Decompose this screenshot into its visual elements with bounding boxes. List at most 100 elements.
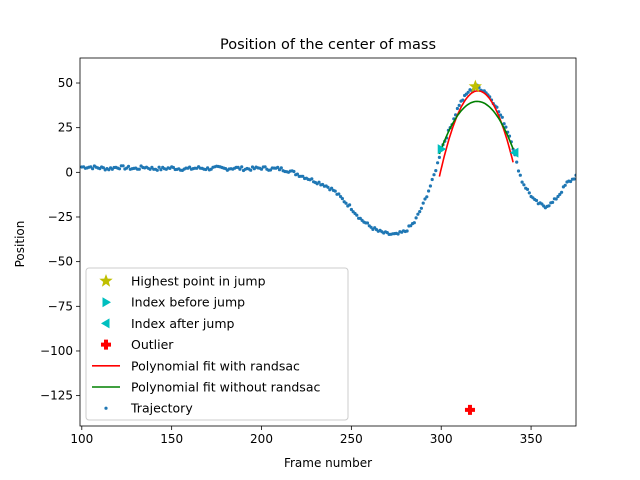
trajectory-point [365,221,370,225]
trajectory-point [344,201,348,205]
trajectory-point [340,197,344,201]
trajectory-point [263,165,267,169]
legend-marker-dot [104,406,108,410]
legend-marker-triangle-right [102,297,111,308]
trajectory-point [525,187,530,191]
trajectory-point [504,125,508,129]
trajectory-point [558,192,562,196]
trajectory-point [437,155,441,159]
trajectory-point [430,177,434,182]
trajectory-point [396,232,400,236]
trajectory-point [259,167,264,171]
trajectory-point [457,103,461,107]
trajectory-point [423,197,427,201]
trajectory-point [455,106,459,111]
y-tick-label: −100 [40,344,73,358]
trajectory-point [419,206,423,210]
trajectory-point [572,177,576,181]
trajectory-point [466,90,470,94]
legend-label: Index before jump [131,295,245,310]
y-tick-label: −125 [40,389,73,403]
legend-marker-triangle-left [101,318,110,329]
trajectory-point [428,184,432,188]
trajectory-point [498,113,503,117]
y-tick-label: 0 [65,165,73,179]
legend-label: Trajectory [130,401,193,416]
trajectory-point [547,204,551,208]
trajectory-point [563,183,567,187]
trajectory-point [276,165,280,169]
trajectory-point [500,115,504,119]
trajectory-point [326,185,330,189]
trajectory-point [238,167,242,171]
outlier-marker [464,404,475,415]
legend-label: Polynomial fit without randsac [131,380,320,395]
trajectory-point [348,203,352,207]
trajectory-point [425,195,429,199]
trajectory-point [188,165,192,169]
trajectory-point [317,180,321,184]
highest-point-marker [468,79,482,93]
chart-title: Position of the center of mass [220,37,436,53]
trajectory-point [279,166,283,170]
trajectory-point [432,173,436,177]
trajectory-point [436,161,440,165]
trajectory-point [91,167,95,171]
legend-box [85,267,349,421]
plot-marks [80,79,576,415]
y-tick-label: −25 [48,210,73,224]
trajectory-point [534,198,539,203]
trajectory-point [416,212,420,216]
trajectory-point [495,105,499,109]
y-tick-label: 25 [58,121,73,135]
trajectory-point [310,177,314,181]
trajectory-point [369,225,373,229]
x-tick-label: 100 [70,432,93,446]
y-tick-label: 50 [58,76,73,90]
trajectory-point [427,189,431,193]
trajectory-point [240,165,244,169]
trajectory-point [461,98,465,102]
legend-label: Highest point in jump [131,274,266,289]
trajectory-point [330,186,334,190]
legend-label: Outlier [131,337,174,352]
trajectory-point [520,180,524,184]
trajectory-point [518,173,522,177]
trajectory-point [295,172,299,176]
trajectory-point [527,191,531,195]
trajectory-point [414,216,418,220]
trajectory-point [137,167,141,171]
trajectory-point [101,166,105,170]
x-tick-label: 300 [430,432,453,446]
trajectory-point [522,183,526,187]
trajectory-point [434,169,438,173]
trajectory-point [515,160,519,164]
trajectory-point [117,167,122,171]
y-axis-label: Position [13,221,27,268]
trajectory-point [412,221,416,225]
trajectory-point [333,189,337,193]
trajectory-point [355,213,359,217]
trajectory-point [551,200,555,204]
trajectory-point [554,197,558,201]
x-tick-label: 250 [340,432,363,446]
legend-label: Index after jump [131,316,235,331]
trajectory-point [421,201,425,205]
legend-marker-star [99,274,113,287]
fit-without-ransac-line [438,100,514,155]
trajectory-point [516,169,521,173]
trajectory-point [155,168,159,172]
x-tick-label: 350 [520,432,543,446]
trajectory-point [502,122,506,126]
trajectory-point [405,229,409,233]
legend: Highest point in jump Index before jump In… [85,267,349,421]
trajectory-point [126,164,131,168]
trajectory-point [157,165,161,169]
trajectory-point [349,207,353,212]
trajectory-point [301,174,305,178]
trajectory-point [560,190,564,194]
trajectory-point [556,194,560,199]
legend-label: Polynomial fit with randsac [131,358,300,373]
